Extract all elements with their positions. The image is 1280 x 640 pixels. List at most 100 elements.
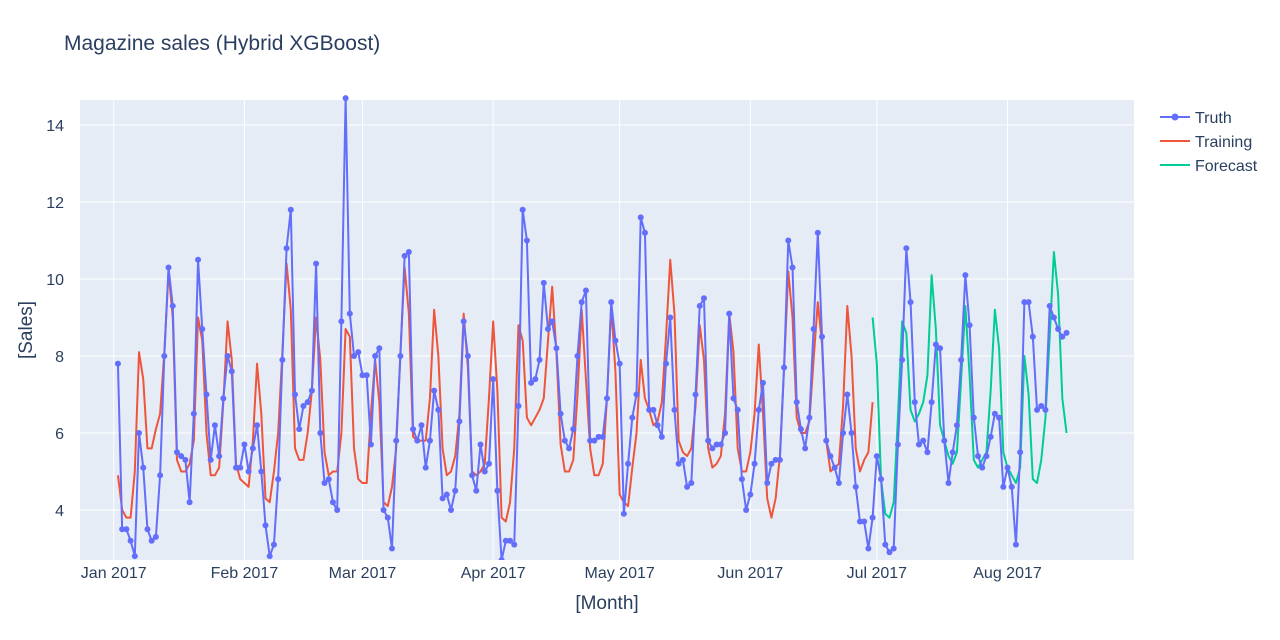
data-point-truth — [890, 545, 897, 552]
data-point-truth — [477, 441, 484, 448]
series-truth — [114, 95, 1070, 560]
data-point-truth — [178, 453, 185, 460]
data-point-truth — [692, 391, 699, 398]
data-point-truth — [709, 445, 716, 452]
data-point-truth — [114, 360, 121, 367]
data-point-truth — [169, 302, 176, 309]
data-point-truth — [144, 526, 151, 533]
data-point-truth — [966, 322, 973, 329]
data-point-truth — [127, 537, 134, 544]
series-forecast — [871, 251, 1068, 519]
data-point-truth — [882, 541, 889, 548]
chart-title: Magazine sales (Hybrid XGBoost) — [64, 32, 380, 55]
data-point-truth — [448, 506, 455, 513]
data-point-truth — [781, 364, 788, 371]
data-point-truth — [1059, 333, 1066, 340]
data-point-truth — [418, 422, 425, 429]
data-point-truth — [717, 441, 724, 448]
data-point-truth — [772, 456, 779, 463]
data-point-truth — [776, 456, 783, 463]
data-point-truth — [511, 541, 518, 548]
data-point-truth — [831, 464, 838, 471]
data-point-truth — [819, 333, 826, 340]
data-point-truth — [726, 310, 733, 317]
data-point-truth — [363, 372, 370, 379]
legend-marker-truth — [1171, 113, 1179, 121]
data-point-truth — [372, 352, 379, 359]
y-tick-labels: 4 6 8 10 12 14 — [46, 118, 64, 520]
data-point-truth — [1025, 299, 1032, 306]
data-point-truth — [700, 295, 707, 302]
data-point-truth — [844, 391, 851, 398]
data-point-truth — [338, 318, 345, 325]
data-point-truth — [540, 279, 547, 286]
x-tick-label: May 2017 — [585, 565, 655, 582]
legend-label-forecast: Forecast — [1195, 158, 1258, 175]
data-point-truth — [696, 302, 703, 309]
data-point-truth — [827, 453, 834, 460]
data-point-truth — [469, 472, 476, 479]
data-point-truth — [899, 356, 906, 363]
data-point-truth — [270, 541, 277, 548]
data-point-truth — [608, 299, 615, 306]
data-point-truth — [1004, 464, 1011, 471]
data-point-truth — [962, 272, 969, 279]
data-point-truth — [907, 299, 914, 306]
data-point-truth — [249, 445, 256, 452]
x-tick-label: Apr 2017 — [461, 565, 526, 582]
data-point-truth — [359, 372, 366, 379]
data-point-truth — [182, 456, 189, 463]
data-point-truth — [1042, 406, 1049, 413]
data-point-truth — [228, 368, 235, 375]
data-point-truth — [595, 433, 602, 440]
data-point-truth — [528, 379, 535, 386]
data-point-truth — [1017, 449, 1024, 456]
x-tick-label: Mar 2017 — [329, 565, 397, 582]
data-point-truth — [498, 557, 505, 560]
data-point-truth — [1055, 326, 1062, 333]
data-point-truth — [262, 522, 269, 529]
data-point-truth — [325, 476, 332, 483]
data-point-truth — [241, 441, 248, 448]
data-point-truth — [203, 391, 210, 398]
data-point-truth — [186, 499, 193, 506]
data-point-truth — [422, 464, 429, 471]
data-point-truth — [131, 553, 138, 560]
data-point-truth — [232, 464, 239, 471]
data-point-truth — [481, 468, 488, 475]
data-point-truth — [485, 460, 492, 467]
data-point-truth — [190, 410, 197, 417]
data-point-truth — [237, 464, 244, 471]
data-point-truth — [561, 437, 568, 444]
data-point-truth — [675, 460, 682, 467]
legend-label-truth: Truth — [1195, 110, 1232, 127]
data-point-truth — [460, 318, 467, 325]
data-point-truth — [329, 499, 336, 506]
data-point-truth — [549, 318, 556, 325]
data-point-truth — [165, 264, 172, 271]
data-point-truth — [414, 437, 421, 444]
data-point-truth — [667, 314, 674, 321]
data-point-truth — [616, 360, 623, 367]
data-point-truth — [924, 449, 931, 456]
data-point-truth — [292, 391, 299, 398]
data-point-truth — [688, 480, 695, 487]
data-point-truth — [759, 379, 766, 386]
data-point-truth — [705, 437, 712, 444]
data-point-truth — [152, 533, 159, 540]
data-point-truth — [970, 414, 977, 421]
x-tick-label: Aug 2017 — [973, 565, 1042, 582]
data-point-truth — [755, 406, 762, 413]
data-point-truth — [490, 376, 497, 383]
data-point-truth — [911, 399, 918, 406]
data-point-truth — [136, 429, 143, 436]
data-point-truth — [1038, 403, 1045, 410]
data-point-truth — [932, 341, 939, 348]
data-point-truth — [334, 506, 341, 513]
data-point-truth — [764, 480, 771, 487]
data-point-truth — [456, 418, 463, 425]
data-point-truth — [431, 387, 438, 394]
data-point-truth — [536, 356, 543, 363]
y-tick-label: 4 — [55, 503, 64, 520]
data-point-truth — [915, 441, 922, 448]
